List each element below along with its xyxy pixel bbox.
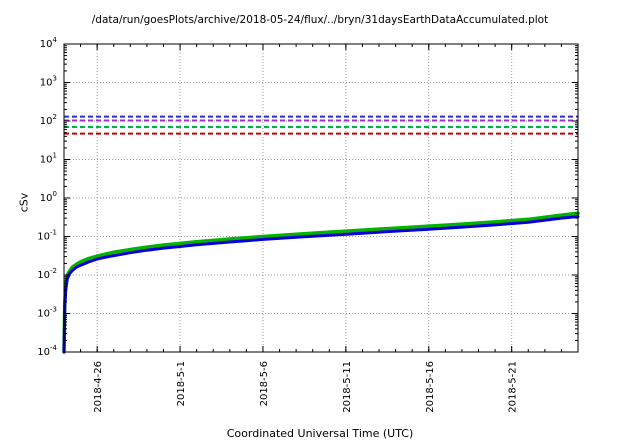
x-axis-label: Coordinated Universal Time (UTC) [226, 427, 414, 440]
svg-text:10-3: 10-3 [37, 306, 57, 320]
svg-text:2018-5-6: 2018-5-6 [259, 361, 270, 406]
plot-area [64, 44, 578, 352]
grid-lines [64, 44, 578, 352]
svg-text:100: 100 [40, 190, 57, 204]
svg-text:102: 102 [40, 113, 57, 127]
plot-border [63, 43, 579, 353]
svg-text:10-2: 10-2 [37, 267, 57, 281]
x-tick-labels: 2018-4-26 2018-5-1 2018-5-6 2018-5-11 2018-5… [93, 361, 519, 413]
accumulated-dose-blue [62, 215, 580, 354]
svg-text:2018-5-11: 2018-5-11 [342, 361, 353, 413]
accumulated-dose-green [62, 211, 580, 354]
svg-text:10-1: 10-1 [37, 229, 57, 243]
svg-text:10-4: 10-4 [37, 344, 57, 358]
svg-text:2018-5-1: 2018-5-1 [176, 361, 187, 406]
svg-text:103: 103 [40, 75, 57, 89]
svg-text:104: 104 [40, 36, 58, 50]
svg-text:2018-4-26: 2018-4-26 [93, 361, 104, 413]
svg-text:101: 101 [40, 152, 57, 166]
svg-text:2018-5-21: 2018-5-21 [508, 361, 519, 413]
chart-title: /data/run/goesPlots/archive/2018-05-24/f… [91, 14, 549, 26]
y-tick-labels: 10-4 10-3 10-2 10-1 100 101 102 103 104 [37, 36, 57, 358]
svg-text:2018-5-16: 2018-5-16 [425, 361, 436, 413]
